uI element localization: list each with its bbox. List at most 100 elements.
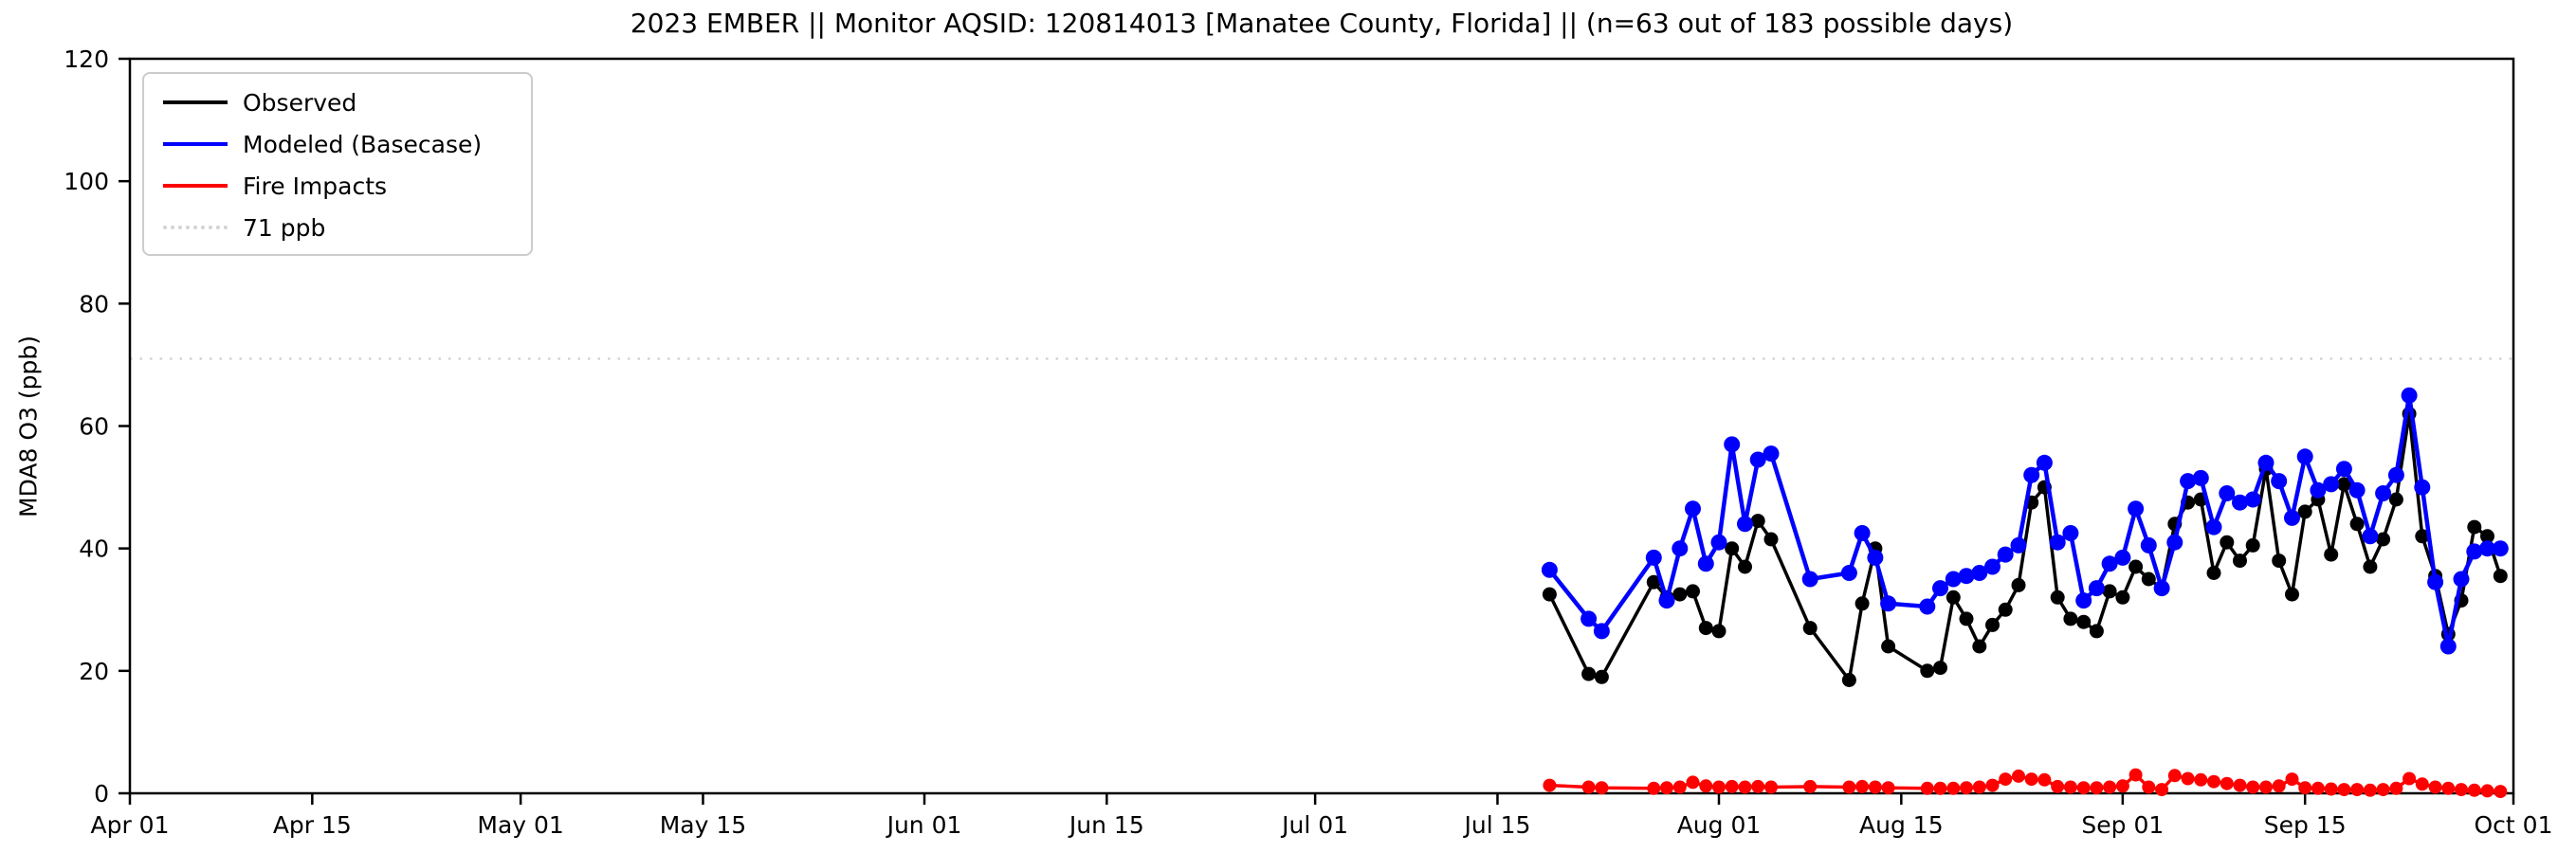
fire-impacts-point <box>2285 772 2299 787</box>
observed-point <box>2493 569 2508 584</box>
fire-impacts-point <box>2063 780 2077 794</box>
y-tick-label: 40 <box>79 535 109 563</box>
fire-impacts-point <box>2142 780 2156 794</box>
observed-point <box>1841 673 1856 687</box>
modeled-basecase-point <box>2128 500 2145 517</box>
observed-point <box>2011 577 2026 592</box>
modeled-basecase-point <box>1685 500 1701 517</box>
fire-impacts-point <box>2415 777 2429 791</box>
observed-point <box>2115 590 2130 605</box>
modeled-basecase-point <box>1840 565 1857 581</box>
observed-line-swatch <box>163 100 228 104</box>
observed-point <box>1802 621 1818 636</box>
observed-point <box>2063 611 2078 626</box>
observed-point <box>1763 532 1779 547</box>
fire-impacts-point <box>1920 781 1934 795</box>
modeled-basecase-point <box>1645 549 1662 566</box>
modeled-basecase-point <box>1958 568 1975 585</box>
observed-point <box>1933 661 1947 676</box>
y-tick-label: 120 <box>64 45 109 73</box>
observed-point <box>2324 547 2339 562</box>
modeled-basecase-point <box>1593 623 1610 640</box>
observed-point <box>2480 529 2494 544</box>
fire-impacts-point <box>2181 771 2195 786</box>
observed-point <box>2128 559 2144 574</box>
modeled-basecase-point <box>1763 445 1780 463</box>
fire-impacts-point <box>2167 769 2182 783</box>
fire-impacts-point <box>2455 783 2468 797</box>
modeled-basecase-point <box>2075 592 2092 609</box>
fire-impacts-point <box>2103 780 2117 794</box>
fire-impacts-point <box>1933 781 1947 795</box>
observed-point <box>2467 519 2482 535</box>
fire-impacts-point <box>2155 783 2169 797</box>
modeled-basecase-point <box>2479 540 2495 557</box>
observed-point <box>1946 590 1961 605</box>
modeled-basecase-point <box>2101 555 2118 572</box>
observed-point <box>2233 554 2247 569</box>
x-tick-label: Jul 15 <box>1462 811 1530 839</box>
fire-impacts-point <box>2441 781 2456 795</box>
legend-item-threshold: 71 ppb <box>144 207 531 248</box>
fire-impacts-point <box>2128 768 2143 782</box>
fire-impacts-point <box>2194 772 2208 787</box>
observed-point <box>2388 492 2403 507</box>
fire-impacts-point <box>2051 779 2065 793</box>
x-tick-label: Aug 15 <box>1859 811 1944 839</box>
fire-impacts-point <box>2376 783 2390 797</box>
fire-impacts-point <box>1581 780 1596 794</box>
legend-item-observed: Observed <box>144 82 531 123</box>
modeled-basecase-point <box>1971 565 1988 581</box>
y-tick-label: 0 <box>94 780 109 808</box>
modeled-basecase-point <box>1658 592 1675 609</box>
fire-impacts-point <box>2324 782 2338 796</box>
threshold-line-swatch <box>163 226 228 229</box>
fire-impacts-point <box>2076 781 2091 795</box>
x-tick-label: Jun 01 <box>886 811 962 839</box>
observed-point <box>1594 669 1609 684</box>
fire-impacts-point <box>2363 783 2377 797</box>
fire-impacts-point <box>1686 775 1700 789</box>
observed-point <box>1542 587 1557 602</box>
observed-point <box>1738 559 1752 574</box>
modeled-basecase-point <box>2492 540 2509 557</box>
fire-impacts-point <box>1712 780 1726 794</box>
fire-impacts-point <box>2467 783 2481 797</box>
fire-impacts-point <box>2311 781 2325 795</box>
observed-point <box>1725 541 1740 556</box>
x-tick-label: Sep 01 <box>2081 811 2164 839</box>
modeled-basecase-point <box>2453 571 2470 588</box>
observed-point <box>2415 529 2430 544</box>
fire-impacts-point <box>2337 783 2351 797</box>
fire-impacts-point <box>2298 781 2312 795</box>
y-tick-label: 60 <box>79 413 109 441</box>
fire-impacts-point <box>2389 781 2403 795</box>
modeled-basecase-point <box>1672 540 1689 557</box>
fire-impacts-point <box>2350 783 2365 797</box>
fire-impacts-point <box>2024 772 2038 787</box>
modeled-basecase-point <box>2296 448 2313 465</box>
fire-impacts-point <box>1999 772 2013 787</box>
legend-label: Fire Impacts <box>243 172 388 200</box>
observed-point <box>1920 663 1935 679</box>
x-tick-label: Apr 15 <box>273 811 352 839</box>
fire-impacts-point <box>1725 779 1739 793</box>
modeled-line-swatch <box>163 142 228 146</box>
fire-impacts-point <box>2233 778 2247 792</box>
modeled-basecase-point <box>2010 536 2027 554</box>
x-tick-label: Sep 15 <box>2264 811 2347 839</box>
observed-point <box>1646 574 1661 590</box>
observed-point <box>1711 624 1726 639</box>
observed-point <box>1698 621 1713 636</box>
modeled-basecase-point <box>2348 481 2366 499</box>
modeled-basecase-point <box>2153 580 2170 597</box>
fire-impacts-point <box>2012 769 2025 783</box>
legend-item-fire-impacts: Fire Impacts <box>144 165 531 207</box>
fire-impacts-point <box>2246 780 2260 794</box>
modeled-basecase-point <box>2088 580 2105 597</box>
modeled-basecase-point <box>2205 518 2222 535</box>
modeled-basecase-point <box>2387 466 2404 483</box>
fire-impacts-point <box>1672 780 1687 794</box>
modeled-basecase-point <box>1541 561 1558 578</box>
